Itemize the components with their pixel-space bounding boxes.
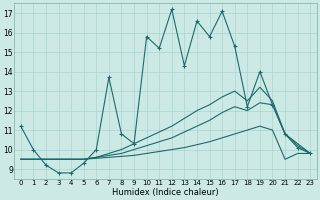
X-axis label: Humidex (Indice chaleur): Humidex (Indice chaleur) xyxy=(112,188,219,197)
